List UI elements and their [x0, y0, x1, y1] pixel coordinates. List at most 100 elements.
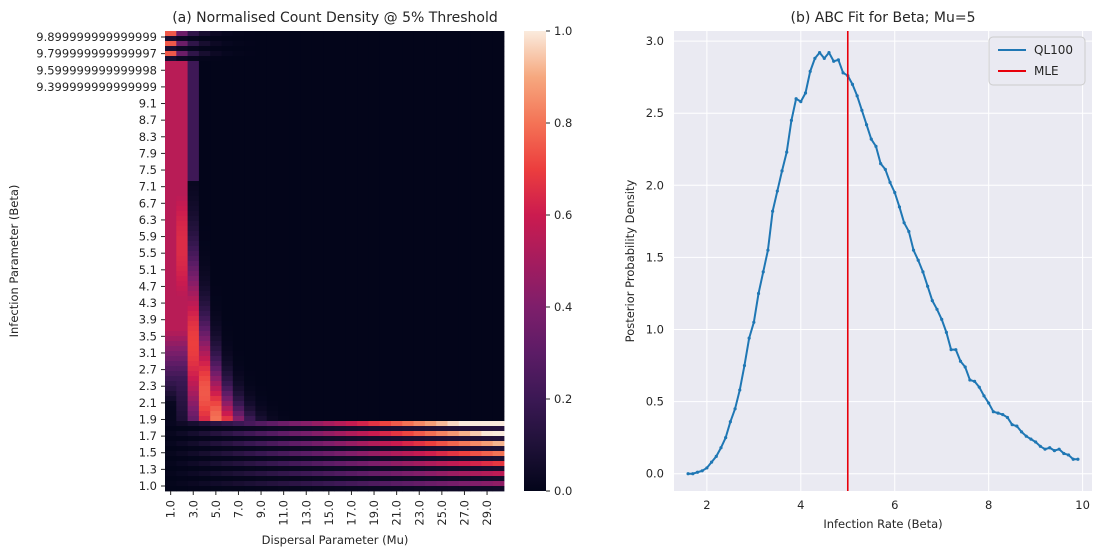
heatmap-cell	[244, 421, 256, 427]
ql100-point	[705, 466, 709, 470]
heatmap-cell	[470, 171, 482, 177]
heatmap-cell	[278, 86, 290, 92]
heatmap-cell	[221, 61, 234, 67]
heatmap-cell	[379, 96, 392, 102]
heatmap-cell	[289, 381, 301, 387]
heatmap-cell	[266, 151, 279, 157]
heatmap-cell	[176, 476, 188, 482]
heatmap-cell	[458, 201, 471, 207]
heatmap-cell	[379, 366, 392, 372]
heatmap-cell	[244, 231, 256, 237]
heatmap-cell	[458, 456, 471, 462]
heatmap-cell	[447, 66, 460, 72]
heatmap-cell	[244, 216, 256, 222]
heatmap-y-tick-label: 8.3	[139, 130, 157, 144]
heatmap-cell	[221, 126, 234, 132]
heatmap-cell	[311, 41, 324, 47]
heatmap-cell	[424, 376, 437, 382]
heatmap-cell	[165, 131, 177, 137]
heatmap-cell	[436, 406, 448, 412]
heatmap-cell	[187, 426, 200, 432]
heatmap-cell	[492, 266, 505, 272]
heatmap-cell	[323, 71, 335, 77]
heatmap-cell	[458, 446, 471, 452]
heatmap-cell	[187, 146, 200, 152]
heatmap-cell	[413, 436, 426, 442]
heatmap-cell	[300, 81, 313, 87]
heatmap-cell	[232, 161, 245, 167]
heatmap-cell	[311, 451, 324, 457]
heatmap-cell	[402, 426, 414, 432]
heatmap-cell	[334, 411, 347, 417]
heatmap-cell	[424, 191, 437, 197]
ql100-point	[987, 401, 991, 405]
heatmap-cell	[436, 486, 448, 492]
heatmap-cell	[424, 341, 437, 347]
heatmap-cell	[447, 166, 460, 172]
heatmap-cell	[221, 456, 234, 462]
heatmap-cell	[232, 51, 245, 57]
heatmap-cell	[345, 351, 358, 357]
heatmap-cell	[436, 191, 448, 197]
heatmap-cell	[323, 436, 335, 442]
heatmap-cell	[357, 321, 369, 327]
heatmap-cell	[470, 296, 482, 302]
heatmap-cell	[187, 216, 200, 222]
heatmap-cell	[424, 451, 437, 457]
heatmap-cell	[266, 111, 279, 117]
heatmap-cell	[481, 156, 494, 162]
heatmap-cell	[165, 231, 177, 237]
heatmap-cell	[391, 181, 403, 187]
heatmap-cell	[187, 271, 200, 277]
heatmap-cell	[391, 281, 403, 287]
heatmap-cell	[244, 316, 256, 322]
ql100-point	[893, 190, 897, 195]
heatmap-x-tick-label: 17.0	[344, 500, 358, 526]
heatmap-cell	[436, 66, 448, 72]
heatmap-cell	[345, 46, 358, 52]
heatmap-cell	[492, 156, 505, 162]
heatmap-cell	[278, 51, 290, 57]
heatmap-cell	[447, 421, 460, 427]
heatmap-cell	[402, 346, 414, 352]
heatmap-cell	[402, 386, 414, 392]
heatmap-cell	[289, 231, 301, 237]
heatmap-cell	[176, 376, 188, 382]
heatmap-cell	[458, 281, 471, 287]
heatmap-cell	[244, 186, 256, 192]
heatmap-cell	[311, 306, 324, 312]
heatmap-cell	[176, 216, 188, 222]
ql100-point	[836, 58, 840, 62]
heatmap-cell	[244, 146, 256, 152]
heatmap-cell	[368, 386, 381, 392]
heatmap-cell	[266, 221, 279, 227]
heatmap-cell	[165, 436, 177, 442]
heatmap-cell	[413, 356, 426, 362]
heatmap-cell	[458, 151, 471, 157]
heatmap-cell	[470, 426, 482, 432]
heatmap-cell	[470, 306, 482, 312]
heatmap-cell	[391, 321, 403, 327]
heatmap-cell	[232, 346, 245, 352]
heatmap-cell	[176, 106, 188, 112]
heatmap-cell	[176, 241, 188, 247]
heatmap-cell	[345, 271, 358, 277]
heatmap-cell	[300, 121, 313, 127]
colorbar-tick-label: 0.2	[554, 392, 572, 406]
heatmap-cell	[198, 131, 211, 137]
heatmap-cell	[368, 351, 381, 357]
heatmap-cell	[357, 401, 369, 407]
heatmap-cell	[278, 271, 290, 277]
heatmap-cell	[210, 61, 222, 67]
heatmap-cell	[334, 136, 347, 142]
heatmap-cell	[266, 36, 279, 42]
heatmap-cell	[176, 246, 188, 252]
heatmap-cell	[345, 141, 358, 147]
heatmap-cell	[210, 116, 222, 122]
heatmap-cell	[470, 276, 482, 282]
heatmap-cell	[232, 436, 245, 442]
heatmap-cell	[458, 451, 471, 457]
heatmap-cell	[232, 356, 245, 362]
heatmap-cell	[278, 41, 290, 47]
heatmap-cell	[289, 56, 301, 62]
